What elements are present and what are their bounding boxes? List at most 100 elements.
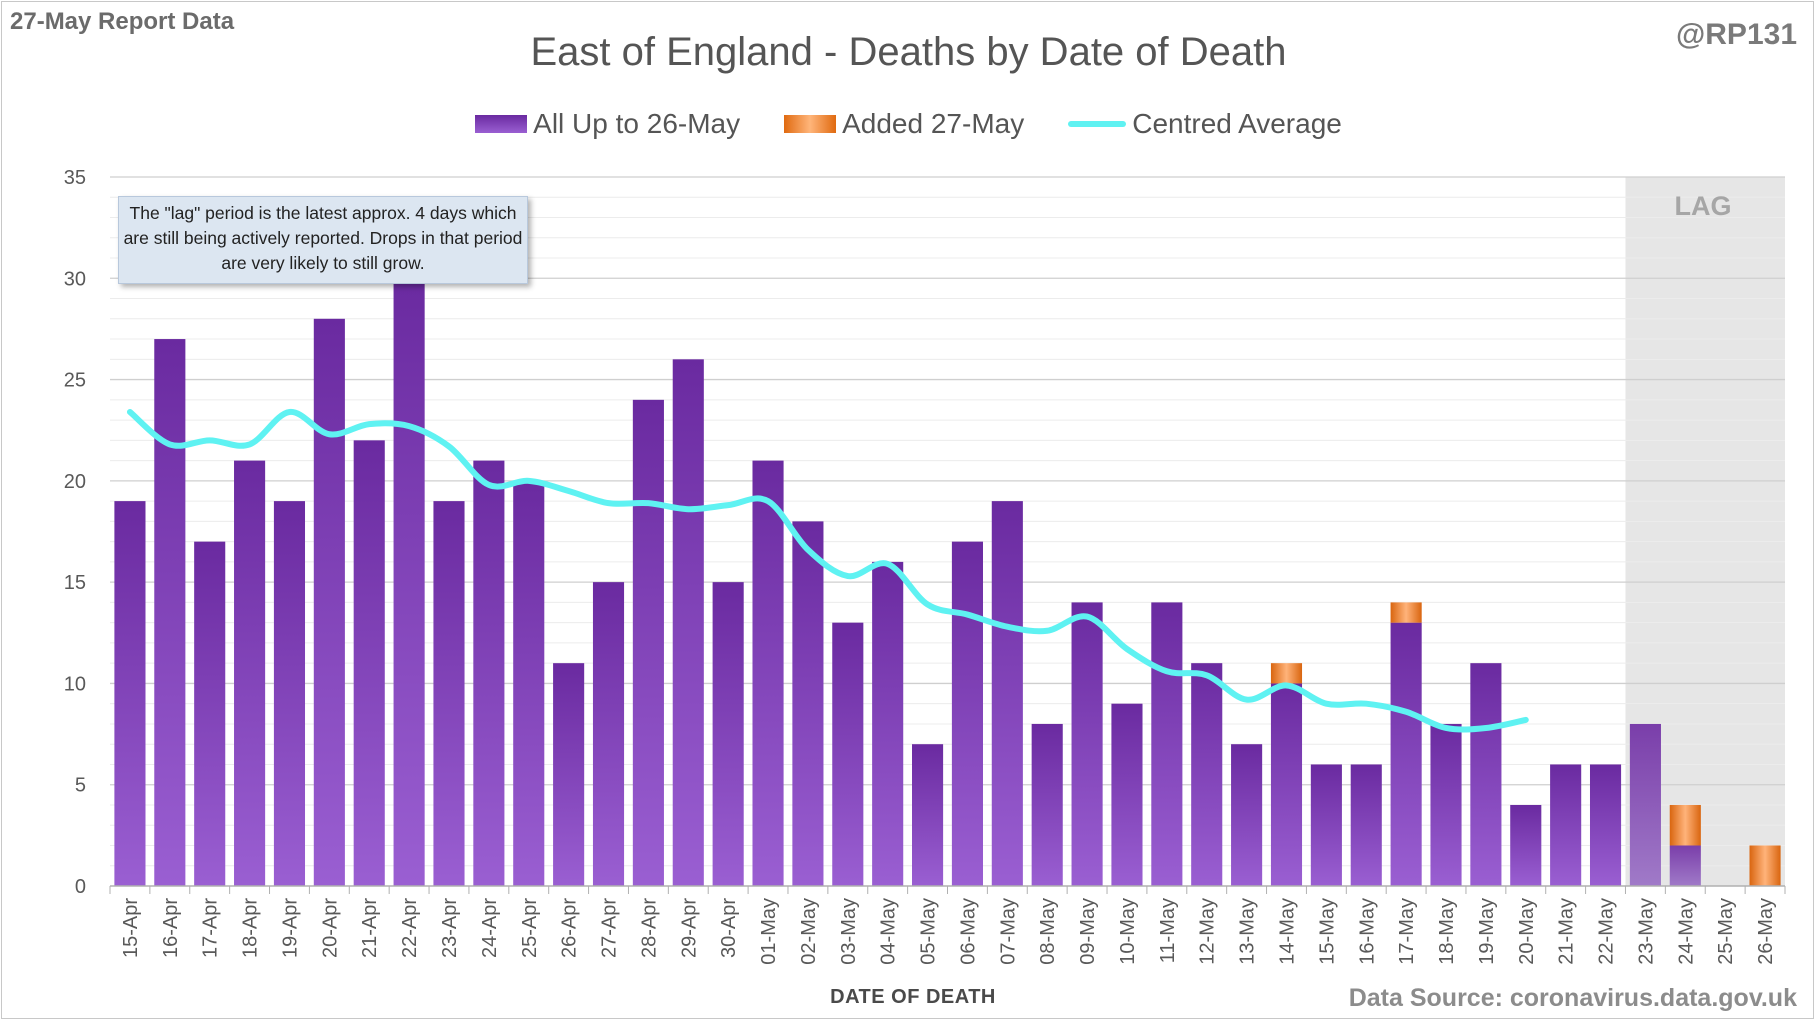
bar-base-15-May [1310, 764, 1342, 886]
legend-label-base: All Up to 26-May [533, 108, 741, 139]
x-tick-label: 28-Apr [638, 898, 660, 958]
cyan-line-swatch [1068, 121, 1127, 127]
x-tick-label: 26-Apr [559, 898, 581, 958]
bar-base-27-Apr [592, 582, 625, 886]
chart-title: East of England - Deaths by Date of Deat… [530, 30, 1287, 74]
author-handle: @RP131 [1676, 18, 1797, 51]
x-tick-label: 15-May [1316, 898, 1338, 965]
x-tick-label: 17-May [1396, 898, 1418, 965]
bar-base-08-May [1031, 723, 1063, 886]
x-tick-label: 04-May [878, 898, 900, 965]
bar-base-21-Apr [353, 440, 385, 886]
bar-base-11-May [1151, 602, 1183, 886]
bar-base-18-May [1430, 723, 1462, 886]
x-tick-label: 20-Apr [319, 898, 341, 958]
x-tick-label: 21-Apr [359, 898, 381, 958]
x-tick-label: 29-Apr [678, 898, 700, 958]
y-tick-label: 30 [64, 268, 86, 290]
bar-base-19-Apr [273, 501, 306, 886]
bar-base-07-May [991, 501, 1023, 886]
x-tick-label: 16-May [1356, 898, 1378, 965]
legend-item-average: Centred Average [1068, 108, 1342, 140]
legend-label-added: Added 27-May [842, 108, 1025, 139]
y-tick-label: 25 [64, 370, 86, 392]
bar-base-22-Apr [393, 278, 425, 886]
x-tick-label: 11-May [1157, 898, 1179, 963]
y-tick-label: 5 [75, 775, 86, 797]
x-tick-label: 20-May [1516, 898, 1538, 965]
y-tick-label: 20 [64, 471, 86, 493]
bar-added-26-May [1749, 845, 1781, 886]
y-tick-label: 15 [64, 572, 86, 594]
bar-base-18-Apr [234, 460, 266, 886]
centred-average-line [126, 408, 1529, 733]
bar-base-26-Apr [553, 663, 585, 886]
x-tick-label: 12-May [1197, 898, 1219, 965]
bar-base-05-May [912, 744, 944, 886]
x-tick-label: 06-May [957, 898, 979, 965]
legend-item-added: Added 27-May [784, 108, 1024, 140]
x-tick-label: 08-May [1037, 898, 1059, 965]
bar-base-16-Apr [154, 339, 186, 886]
report-date-label: 27-May Report Data [10, 8, 235, 35]
lag-label: LAG [1674, 191, 1732, 221]
x-tick-label: 25-May [1715, 898, 1737, 965]
bar-base-15-Apr [114, 501, 146, 886]
x-tick-label: 19-Apr [279, 898, 301, 958]
x-tick-label: 16-Apr [160, 898, 182, 958]
x-tick-label: 25-Apr [519, 898, 541, 958]
bar-base-30-Apr [712, 582, 744, 886]
bar-added-14-May [1270, 663, 1303, 684]
x-tick-label: 13-May [1237, 898, 1259, 965]
bar-base-23-Apr [433, 501, 465, 886]
x-tick-label: 10-May [1117, 898, 1139, 965]
x-tick-label: 03-May [838, 898, 860, 965]
bar-base-06-May [951, 541, 983, 886]
lag-annotation: The "lag" period is the latest approx. 4… [118, 196, 528, 284]
x-tick-label: 22-May [1596, 898, 1618, 965]
bar-base-02-May [792, 521, 824, 886]
x-tick-label: 09-May [1077, 898, 1099, 965]
y-axis-ticks: 0 5 10 15 20 25 30 35 [64, 167, 86, 898]
bar-base-16-May [1350, 764, 1382, 886]
data-source: Data Source: coronavirus.data.gov.uk [1348, 984, 1797, 1012]
gridlines [110, 176, 1785, 867]
bar-base-13-May [1231, 744, 1263, 886]
bar-base-14-May [1270, 683, 1303, 886]
x-tick-label: 14-May [1276, 898, 1298, 965]
bar-added-17-May [1390, 602, 1422, 623]
bar-base-17-Apr [194, 541, 226, 886]
x-tick-label: 17-Apr [200, 898, 222, 958]
x-tick-label: 23-May [1635, 898, 1657, 965]
y-tick-label: 35 [64, 167, 86, 189]
bar-base-24-May [1669, 845, 1701, 886]
purple-bar-swatch [475, 115, 528, 133]
bar-base-25-Apr [513, 480, 545, 886]
x-tick-label: 19-May [1476, 898, 1498, 965]
bar-base-24-Apr [473, 460, 505, 886]
bar-base-04-May [872, 561, 904, 886]
x-tick-label: 22-Apr [399, 898, 421, 958]
bar-base-03-May [832, 622, 864, 886]
x-tick-label: 18-Apr [240, 898, 262, 958]
y-tick-label: 10 [64, 673, 86, 695]
x-tick-label: 23-Apr [439, 898, 461, 958]
x-axis-title: DATE OF DEATH [830, 986, 996, 1008]
x-tick-label: 07-May [997, 898, 1019, 965]
legend: All Up to 26-May Added 27-May Centred Av… [0, 108, 1817, 140]
bar-base-17-May [1390, 622, 1422, 886]
bar-base-22-May [1589, 764, 1622, 886]
x-axis-ticks: 15-Apr 16-Apr 17-Apr 18-Apr 19-Apr 20-Apr 21-A… [109, 886, 1786, 965]
bar-base-20-May [1510, 804, 1542, 886]
bars [114, 278, 1781, 886]
x-tick-label: 15-Apr [120, 898, 142, 958]
x-tick-label: 21-May [1556, 898, 1578, 965]
bar-base-10-May [1111, 703, 1143, 886]
bar-base-12-May [1191, 663, 1223, 886]
bar-base-21-May [1550, 764, 1582, 886]
bar-base-29-Apr [672, 359, 704, 886]
x-tick-label: 24-Apr [479, 898, 501, 958]
bar-base-28-Apr [632, 399, 664, 886]
